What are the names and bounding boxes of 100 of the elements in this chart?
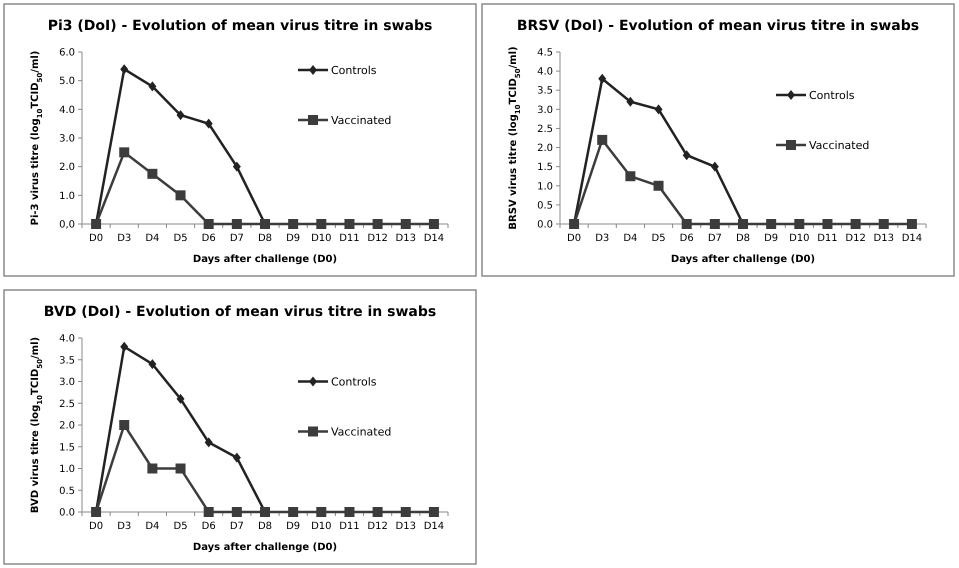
point [120,342,128,352]
point [204,118,213,129]
x-tick-label: D6 [202,233,216,244]
x-tick-label: D13 [874,233,894,244]
point [654,180,664,191]
point [176,110,185,120]
point [598,74,606,84]
point [316,507,326,517]
y-tick-label: 1.0 [537,181,553,192]
y-tick-label: 3.0 [59,377,75,388]
y-tick-label: 2.0 [59,162,75,174]
y-tick-label: 2.5 [537,124,553,135]
x-tick-label: D7 [708,233,722,244]
x-tick-label: D11 [339,521,360,532]
y-tick-label: 4.0 [59,104,75,116]
y-tick-label: 2.0 [59,420,75,432]
point [204,437,213,448]
x-tick-label: D14 [424,233,444,244]
x-tick-label: D3 [117,233,132,244]
y-tick-label: 0.5 [537,200,553,212]
x-tick-label: D14 [424,521,444,532]
chart-title: BVD (DoI) - Evolution of mean virus titre in swabs [44,304,436,320]
y-tick-label: 4.0 [59,334,75,344]
x-tick-label: D11 [817,233,838,244]
point [232,507,242,517]
point [682,150,691,160]
point [119,420,130,430]
legend-label: Controls [809,88,855,102]
x-tick-label: D8 [258,521,272,532]
point [204,507,214,517]
y-tick-label: 0.0 [59,508,75,518]
point [400,507,411,517]
point [316,219,326,229]
x-tick-label: D14 [902,233,922,244]
point [176,394,185,404]
x-axis-title: Days after challenge (D0) [192,542,338,553]
legend-label: Controls [331,64,377,77]
x-tick-label: D0 [89,521,104,532]
x-tick-label: D7 [230,521,244,532]
x-tick-label: D13 [396,233,416,244]
y-tick-label: 3.5 [537,86,553,97]
x-tick-label: D4 [145,521,160,532]
point [232,162,241,172]
point [766,219,776,229]
x-axis-title: Days after challenge (D0) [670,254,816,265]
legend-label: Vaccinated [331,425,392,438]
x-tick-label: D6 [202,521,216,532]
point [344,507,354,517]
x-tick-label: D9 [286,521,300,532]
point [625,171,636,182]
legend-label: Vaccinated [331,114,392,127]
y-tick-label: 1.0 [59,464,75,475]
x-tick-label: D3 [595,233,610,244]
point [232,219,242,229]
x-tick-label: D3 [117,521,132,532]
x-tick-label: D11 [339,233,360,244]
y-tick-label: 6.0 [59,48,75,58]
x-tick-label: D0 [89,233,104,244]
x-tick-label: D5 [174,521,188,532]
y-tick-label: 4.5 [537,48,553,58]
point [148,359,156,370]
x-tick-label: D5 [652,233,666,244]
y-tick-label: 2.5 [59,398,75,410]
point [794,219,804,229]
x-tick-label: D5 [174,233,188,244]
x-tick-label: D7 [230,233,244,244]
point [822,219,832,229]
y-tick-label: 3.0 [537,104,553,116]
point [428,507,439,517]
point [372,507,383,517]
y-tick-label: 4.0 [537,66,553,78]
y-tick-label: 0.0 [537,220,553,230]
x-tick-label: D10 [311,233,332,244]
x-tick-label: D12 [845,233,866,244]
y-tick-label: 0,0 [59,220,75,230]
point [400,219,411,229]
x-tick-label: D4 [145,233,160,244]
point [710,219,720,229]
point [372,219,383,229]
y-tick-label: 1.0 [59,190,75,202]
point [710,162,719,172]
x-tick-label: D13 [396,521,416,532]
y-tick-label: 2.0 [537,143,553,154]
point [654,104,663,114]
point [176,464,186,474]
x-tick-label: D6 [680,233,694,244]
point [147,464,158,474]
chart-title: Pi3 (DoI) - Evolution of mean virus titre in swabs [48,18,432,34]
y-tick-label: 1.5 [537,162,553,174]
x-tick-label: D4 [623,233,638,244]
point [878,219,889,229]
point [176,190,186,200]
point [906,219,917,229]
point [288,219,298,229]
x-tick-label: D8 [736,233,750,244]
point [148,81,156,92]
x-tick-label: D9 [286,233,300,244]
point [120,64,128,74]
point [682,219,692,229]
x-tick-label: D10 [789,233,810,244]
